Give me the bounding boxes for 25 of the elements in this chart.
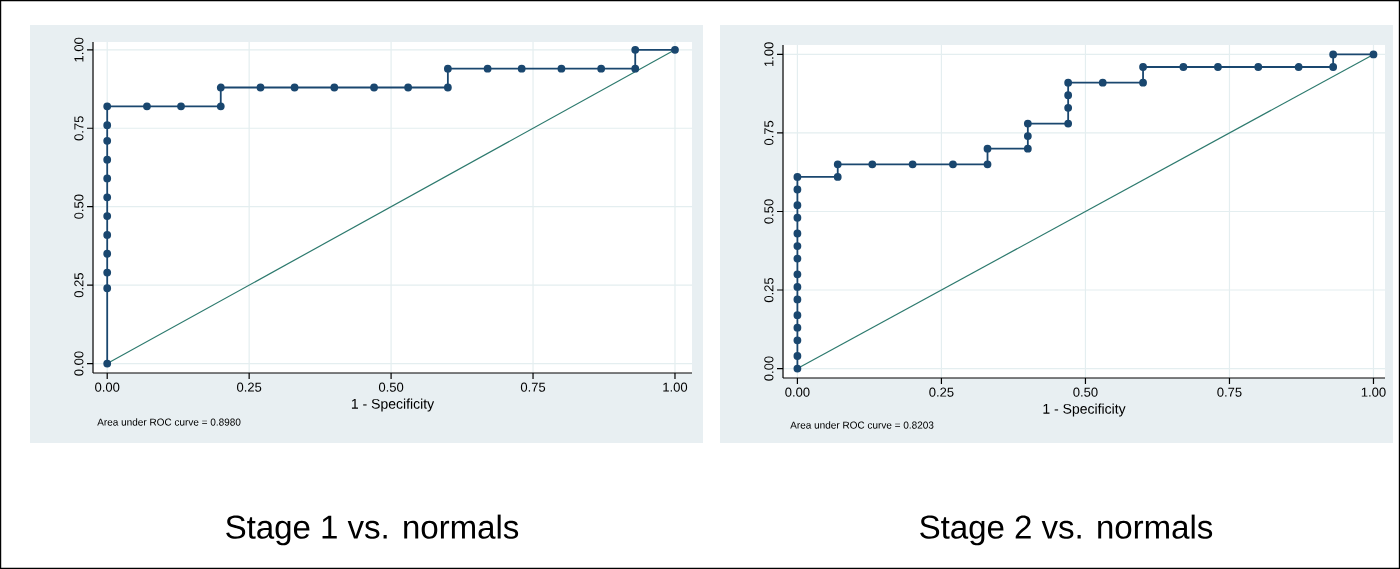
x-tick-label: 1.00: [663, 382, 688, 392]
y-tick-label: 0.50: [74, 194, 84, 219]
x-tick-label: 0.50: [378, 382, 404, 392]
text: Stage 1 vs. normals: [226, 514, 519, 546]
y-tick-label: 1.00: [764, 42, 774, 67]
x-tick-label: 1.00: [1361, 387, 1386, 397]
x-tick-label: 0.25: [929, 387, 954, 397]
text: Area under ROC curve = 0.8203: [790, 421, 934, 429]
x-tick-label: 0.25: [237, 382, 262, 392]
y-tick-label: 0.75: [764, 120, 774, 146]
y-tick-label: 0.25: [764, 277, 774, 303]
y-tick-label: 1.00: [74, 37, 84, 62]
x-tick-label: 0.00: [785, 387, 810, 397]
x-tick-label: 0.00: [95, 382, 120, 392]
y-tick-label: 0.00: [74, 351, 84, 376]
text: Stage 2 vs. normals: [920, 514, 1213, 546]
x-tick-label: 0.75: [520, 382, 546, 392]
y-tick-label: 0.75: [74, 116, 84, 141]
x-axis-title: 1 - Specificity: [1043, 403, 1126, 417]
x-tick-label: 0.75: [1217, 387, 1242, 397]
y-tick-label: 0.25: [74, 273, 84, 298]
y-tick-label: 0.50: [764, 199, 774, 224]
x-tick-label: 0.50: [1073, 387, 1098, 397]
x-axis-title: 1 - Specificity: [351, 398, 435, 412]
text: Area under ROC curve = 0.8980: [97, 418, 241, 426]
